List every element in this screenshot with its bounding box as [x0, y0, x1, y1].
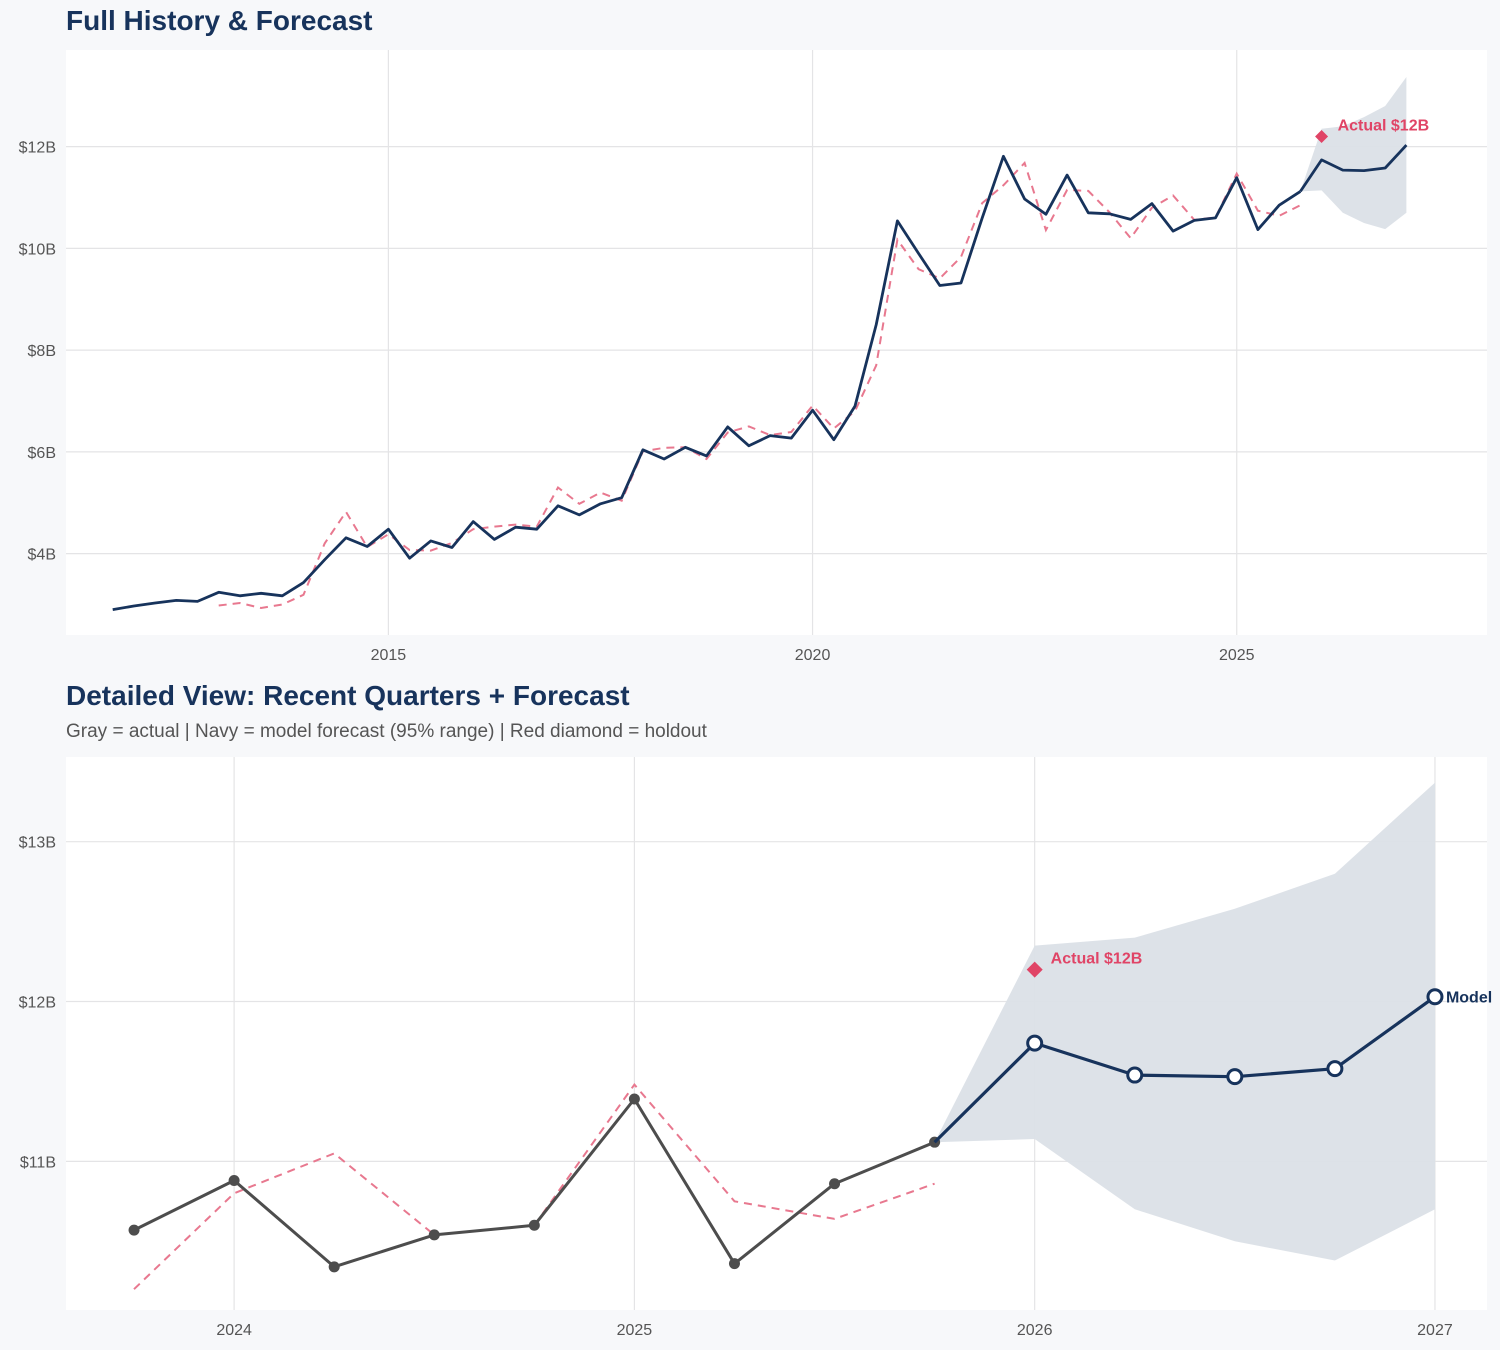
chart2-forecast-line [933, 995, 1436, 1144]
chart2-actual-point [328, 1261, 340, 1273]
chart2-x-tick-label: 2027 [1417, 1322, 1453, 1339]
chart2-holdout-diamond [1026, 961, 1043, 978]
chart2-x-tick-label: 2025 [617, 1322, 653, 1339]
chart1-x-tick-label: 2025 [1219, 647, 1255, 664]
chart2-forecast-point [1426, 988, 1444, 1006]
detailed-view-chart: $11B $12B $13B 2024 2025 2026 2027 Model Actual … [19, 757, 1492, 1339]
chart2-subtitle: Gray = actual | Navy = model forecast (9… [66, 721, 707, 742]
chart2-forecast-point [1026, 1034, 1044, 1052]
chart2-actual-point [829, 1178, 841, 1190]
chart2-holdout-label: Actual $12B [1051, 951, 1143, 968]
chart1-y-tick-label: $8B [28, 343, 56, 360]
chart1-title: Full History & Forecast [66, 5, 373, 36]
chart2-y-tick-label: $13B [19, 835, 56, 852]
full-history-chart: $4B $6B $8B $10B $12B 2015 2020 2025 Actual $12B [19, 50, 1487, 664]
chart2-actual-point [128, 1224, 140, 1236]
chart2-model-label: Model [1446, 990, 1492, 1007]
chart2-y-tick-label: $12B [19, 995, 56, 1012]
chart1-y-tick-label: $4B [28, 547, 56, 564]
chart2-x-tick-label: 2026 [1017, 1322, 1053, 1339]
chart2-actual-point [728, 1258, 740, 1270]
chart2-y-tick-label: $11B [20, 1154, 56, 1171]
chart1-y-tick-label: $12B [19, 140, 56, 157]
chart2-actual-point [528, 1219, 540, 1231]
chart2-forecast-point [1226, 1068, 1244, 1086]
chart2-forecast-point [1326, 1060, 1344, 1078]
chart1-gridlines [66, 50, 1487, 635]
chart2-actual-point [428, 1229, 440, 1241]
chart2-x-tick-label: 2024 [216, 1322, 252, 1339]
chart1-y-tick-label: $10B [19, 241, 56, 258]
chart1-x-tick-label: 2015 [371, 647, 407, 664]
chart2-title: Detailed View: Recent Quarters + Forecas… [66, 680, 630, 711]
chart1-fitted-line [218, 160, 1301, 610]
chart1-forecast-band [1300, 77, 1407, 230]
chart1-forecast-line [1299, 144, 1408, 193]
chart1-x-tick-label: 2020 [795, 647, 831, 664]
chart1-holdout-diamond [1315, 129, 1329, 143]
chart2-actual-point [628, 1093, 640, 1105]
chart2-forecast-point [1126, 1066, 1144, 1084]
chart1-y-tick-label: $6B [28, 445, 56, 462]
chart2-fitted-line [133, 1082, 935, 1290]
chart2-forecast-band [934, 782, 1435, 1261]
chart2-actual-point [228, 1175, 240, 1187]
chart1-plot-area [66, 50, 1487, 635]
chart1-holdout-label: Actual $12B [1338, 117, 1430, 134]
chart1-actual-line [112, 154, 1302, 611]
